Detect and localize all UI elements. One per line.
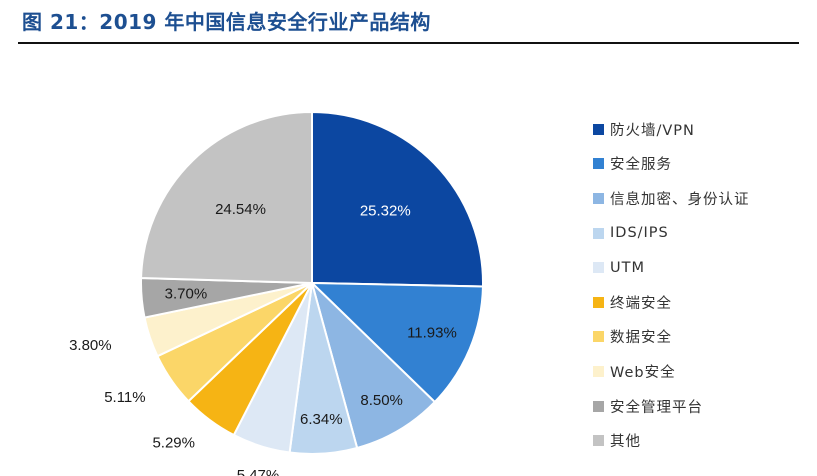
legend-label: UTM [610, 259, 645, 276]
legend-swatch [593, 435, 604, 447]
data-label-5: 5.29% [152, 435, 195, 452]
pie-slices [140, 110, 484, 455]
legend-swatch [593, 365, 604, 377]
legend-swatch [593, 262, 604, 274]
legend-label: 安全服务 [610, 157, 672, 174]
legend-item-2: 信息加密、身份认证 [593, 181, 808, 216]
title-underline [18, 42, 799, 44]
legend-item-9: 其他 [593, 423, 808, 458]
legend-swatch [593, 192, 604, 204]
data-label-7: 3.80% [69, 337, 112, 354]
chart-legend: 防火墙/VPN 安全服务信息加密、身份认证 IDS/IPS UTM 终端安全数据安全 We… [593, 112, 808, 458]
legend-label: 其他 [610, 434, 641, 451]
legend-swatch [593, 400, 604, 412]
legend-swatch [593, 227, 604, 239]
data-label-6: 5.11% [104, 389, 145, 406]
legend-item-8: 安全管理平台 [593, 389, 808, 424]
data-label-4: 5.47% [237, 467, 280, 476]
legend-label: 防火墙/VPN [610, 122, 695, 139]
pie-slice-item-1 [309, 281, 484, 404]
legend-label: IDS/IPS [610, 225, 669, 242]
legend-item-3: IDS/IPS [593, 216, 808, 251]
data-label-0: 25.32% [360, 203, 411, 220]
legend-label: Web安全 [610, 364, 676, 381]
legend-label: 数据安全 [610, 330, 672, 347]
legend-item-1: 安全服务 [593, 147, 808, 182]
legend-item-0: 防火墙/VPN [593, 112, 808, 147]
pie-data-labels: 25.32% 11.93% 8.50% 6.34% 5.47% 5.29% 5.11% 3.8… [69, 201, 457, 476]
chart-title: 图 21：2019 年中国信息安全行业产品结构 [22, 10, 431, 34]
legend-swatch [593, 331, 604, 343]
pie-slice-item-2 [310, 279, 437, 450]
legend-item-5: 终端安全 [593, 285, 808, 320]
data-label-9: 24.54% [215, 201, 266, 218]
pie-slice-item-9 [140, 110, 313, 285]
legend-label: 信息加密、身份认证 [610, 191, 750, 208]
legend-swatch [593, 296, 604, 308]
legend-label: 安全管理平台 [610, 399, 703, 416]
legend-label: 终端安全 [610, 295, 672, 312]
pie-slice-vpn-0 [311, 110, 484, 288]
legend-item-7: Web安全 [593, 354, 808, 389]
data-label-8: 3.70% [165, 286, 208, 303]
data-label-2: 8.50% [360, 392, 403, 409]
data-label-1: 11.93% [407, 324, 457, 341]
data-label-3: 6.34% [300, 411, 343, 428]
legend-item-6: 数据安全 [593, 320, 808, 355]
legend-swatch [593, 123, 604, 135]
legend-item-4: UTM [593, 250, 808, 285]
legend-swatch [593, 158, 604, 170]
